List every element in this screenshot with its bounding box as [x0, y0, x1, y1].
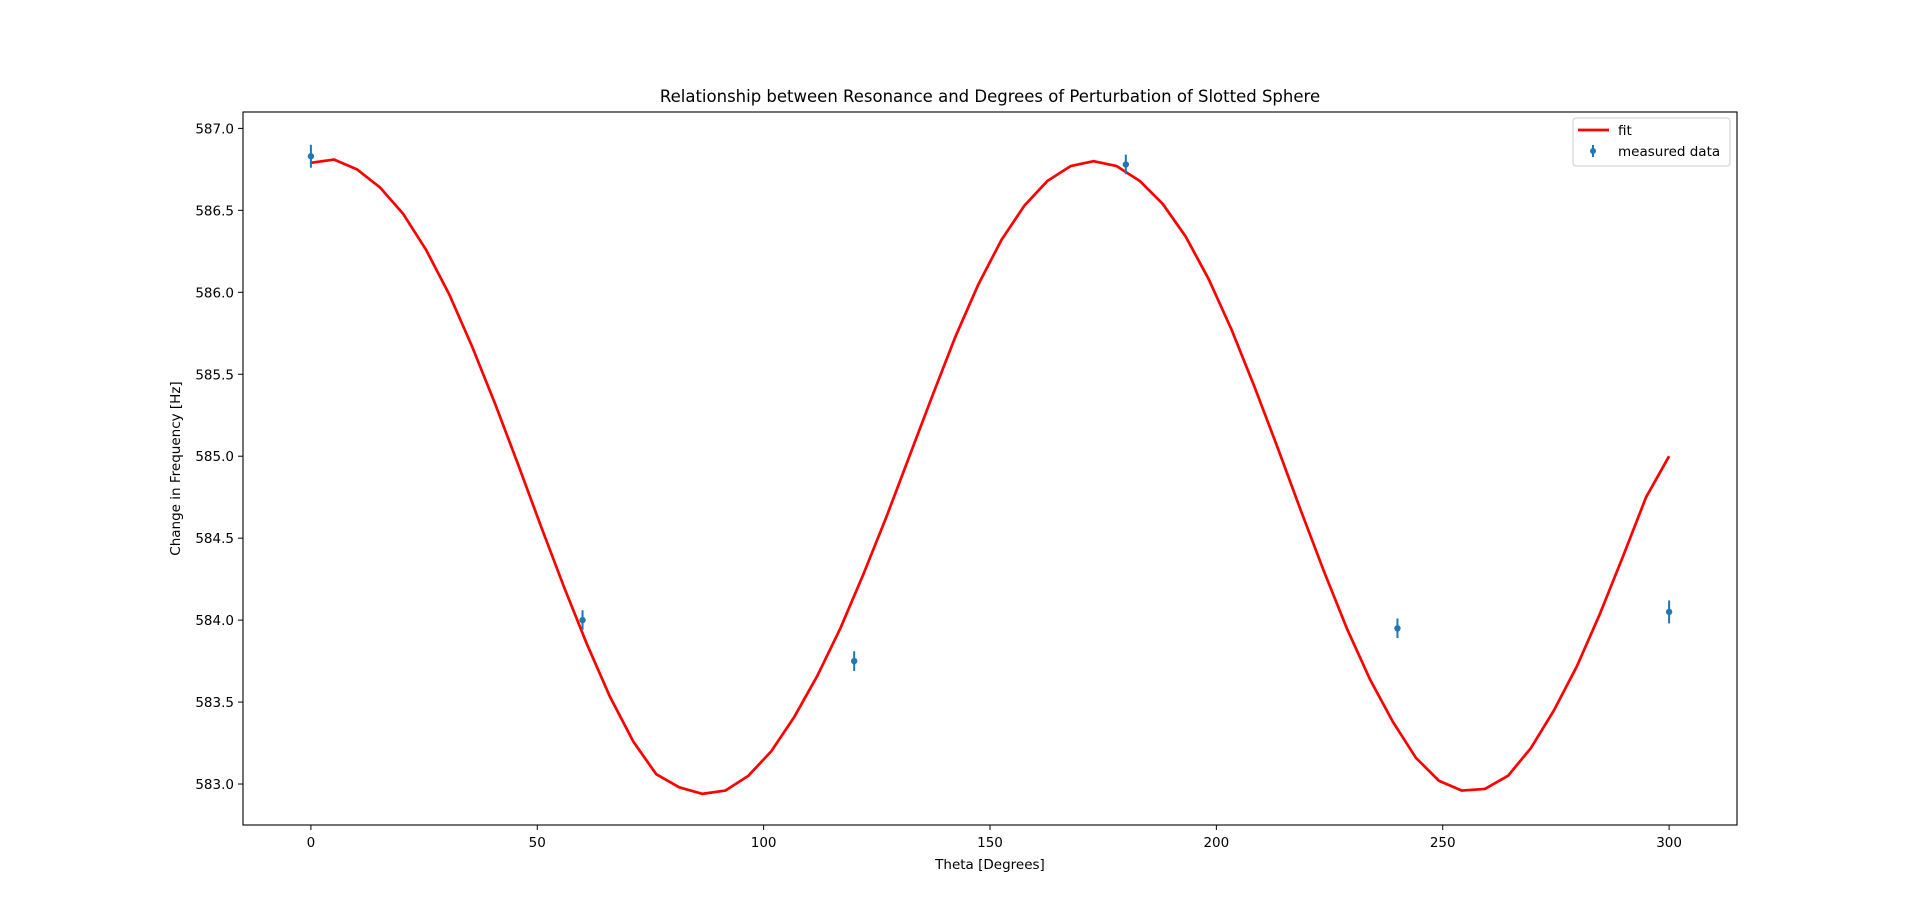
data-point: [1665, 608, 1673, 616]
data-point: [850, 657, 858, 665]
y-tick-label: 584.0: [195, 613, 234, 629]
legend: fit measured data: [1572, 117, 1731, 167]
plot-area: 0 50 100 150 200 250 300 583.0 583.5 584.0 584.5 58…: [195, 111, 1738, 851]
axes-frame: [242, 111, 1738, 826]
y-axis-label: Change in Frequency [Hz]: [168, 381, 184, 555]
y-tick-label: 587.0: [195, 121, 234, 137]
data-point: [579, 616, 586, 624]
series-line-fit: [310, 158, 1671, 796]
chart-title: Relationship between Resonance and Degre…: [660, 87, 1320, 106]
y-tick-label: 585.5: [195, 367, 234, 383]
y-tick-label: 583.0: [195, 777, 234, 793]
legend-swatch-point: [1590, 148, 1596, 154]
x-tick-label: 100: [751, 835, 777, 851]
x-tick-label: 0: [307, 835, 316, 851]
legend-label: measured data: [1618, 144, 1720, 160]
x-tick-label: 200: [1203, 835, 1229, 851]
x-axis-label: Theta [Degrees]: [934, 857, 1045, 873]
y-tick-label: 585.0: [195, 449, 234, 465]
y-tick-label: 584.5: [195, 531, 234, 547]
data-point: [1394, 625, 1401, 632]
y-tick-label: 586.5: [195, 203, 234, 219]
data-point: [307, 153, 315, 160]
data-point: [1122, 161, 1130, 168]
x-tick-label: 300: [1656, 835, 1682, 851]
legend-box: [1572, 117, 1731, 167]
legend-label: fit: [1618, 123, 1632, 139]
x-tick-label: 250: [1430, 835, 1456, 851]
x-tick-label: 150: [977, 835, 1003, 851]
y-tick-label: 586.0: [195, 285, 234, 301]
x-tick-label: 50: [529, 835, 546, 851]
y-tick-label: 583.5: [195, 695, 234, 711]
